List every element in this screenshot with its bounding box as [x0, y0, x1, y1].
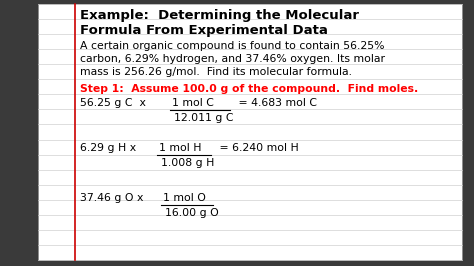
- Text: Step 1:  Assume 100.0 g of the compound.  Find moles.: Step 1: Assume 100.0 g of the compound. …: [80, 84, 418, 94]
- Text: 1.008 g H: 1.008 g H: [161, 158, 214, 168]
- Text: A certain organic compound is found to contain 56.25%: A certain organic compound is found to c…: [80, 41, 384, 51]
- Text: Formula From Experimental Data: Formula From Experimental Data: [80, 24, 328, 37]
- Text: = 4.683 mol C: = 4.683 mol C: [235, 98, 317, 108]
- Text: 56.25 g C  x: 56.25 g C x: [80, 98, 153, 108]
- Text: 1 mol C: 1 mol C: [172, 98, 214, 108]
- Text: Example:  Determining the Molecular: Example: Determining the Molecular: [80, 9, 359, 22]
- Text: 16.00 g O: 16.00 g O: [165, 208, 219, 218]
- Text: = 6.240 mol H: = 6.240 mol H: [216, 143, 299, 153]
- Text: 1 mol O: 1 mol O: [163, 193, 206, 203]
- Text: 37.46 g O x: 37.46 g O x: [80, 193, 150, 203]
- Bar: [38, 4, 462, 260]
- Text: 1 mol H: 1 mol H: [159, 143, 201, 153]
- Text: mass is 256.26 g/mol.  Find its molecular formula.: mass is 256.26 g/mol. Find its molecular…: [80, 67, 352, 77]
- Text: carbon, 6.29% hydrogen, and 37.46% oxygen. Its molar: carbon, 6.29% hydrogen, and 37.46% oxyge…: [80, 54, 385, 64]
- Text: 12.011 g C: 12.011 g C: [174, 113, 234, 123]
- Text: 6.29 g H x: 6.29 g H x: [80, 143, 143, 153]
